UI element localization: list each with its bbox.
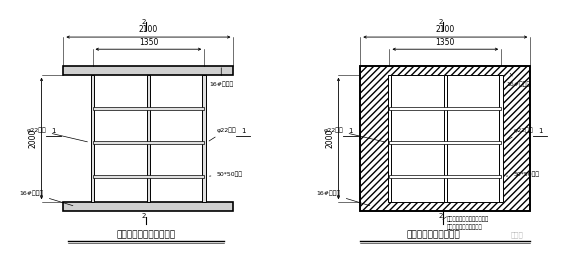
Text: 电梯井定型平台示意图: 电梯井定型平台示意图 [406, 230, 460, 239]
Bar [389, 107, 501, 110]
Bar [389, 141, 501, 144]
Text: 采用铁丝与平台捆扎牢固: 采用铁丝与平台捆扎牢固 [446, 224, 482, 230]
Text: 16#工字钢: 16#工字钢 [316, 190, 370, 206]
Text: 50*50方管: 50*50方管 [209, 171, 242, 177]
Text: 2: 2 [142, 19, 146, 25]
Bar [443, 75, 447, 202]
Text: 2000: 2000 [326, 129, 335, 148]
Text: 1350: 1350 [436, 38, 455, 47]
Bar [360, 66, 530, 211]
Bar [92, 141, 204, 144]
Text: φ22吊环: φ22吊环 [506, 127, 533, 141]
Bar [146, 75, 150, 202]
Text: 丁施工: 丁施工 [511, 232, 524, 238]
Text: φ22吊环: φ22吊环 [209, 127, 236, 141]
Text: 1: 1 [51, 128, 56, 134]
Bar [91, 75, 94, 202]
Text: 2100: 2100 [139, 25, 158, 34]
Text: 16#工字钢: 16#工字钢 [209, 68, 233, 87]
Bar [360, 66, 530, 211]
Bar [92, 175, 204, 178]
Text: 16#工字钢: 16#工字钢 [19, 190, 73, 206]
Bar [64, 66, 233, 75]
Text: φ22吊环: φ22吊环 [27, 127, 88, 142]
Text: φ22吊环: φ22吊环 [324, 127, 385, 142]
Bar [499, 75, 503, 202]
Text: 2100: 2100 [436, 25, 455, 34]
Text: 1: 1 [538, 128, 542, 134]
Text: 电梯井定型平台架示意图: 电梯井定型平台架示意图 [116, 230, 176, 239]
Bar [202, 75, 206, 202]
Bar [387, 75, 391, 202]
Bar [389, 75, 501, 202]
Text: 2: 2 [439, 19, 443, 25]
Text: 16#工字钢: 16#工字钢 [506, 73, 530, 87]
Bar [389, 175, 501, 178]
Bar [92, 107, 204, 110]
Text: 电梯井定型平台上满铺脚手板: 电梯井定型平台上满铺脚手板 [446, 217, 489, 222]
Text: 50*50方管: 50*50方管 [506, 171, 539, 177]
Text: 1350: 1350 [139, 38, 158, 47]
Text: 1: 1 [348, 128, 353, 134]
Text: 2: 2 [439, 213, 443, 219]
Text: 1: 1 [241, 128, 245, 134]
Text: 2: 2 [142, 213, 146, 219]
Bar [64, 202, 233, 211]
Text: 2000: 2000 [29, 129, 38, 148]
